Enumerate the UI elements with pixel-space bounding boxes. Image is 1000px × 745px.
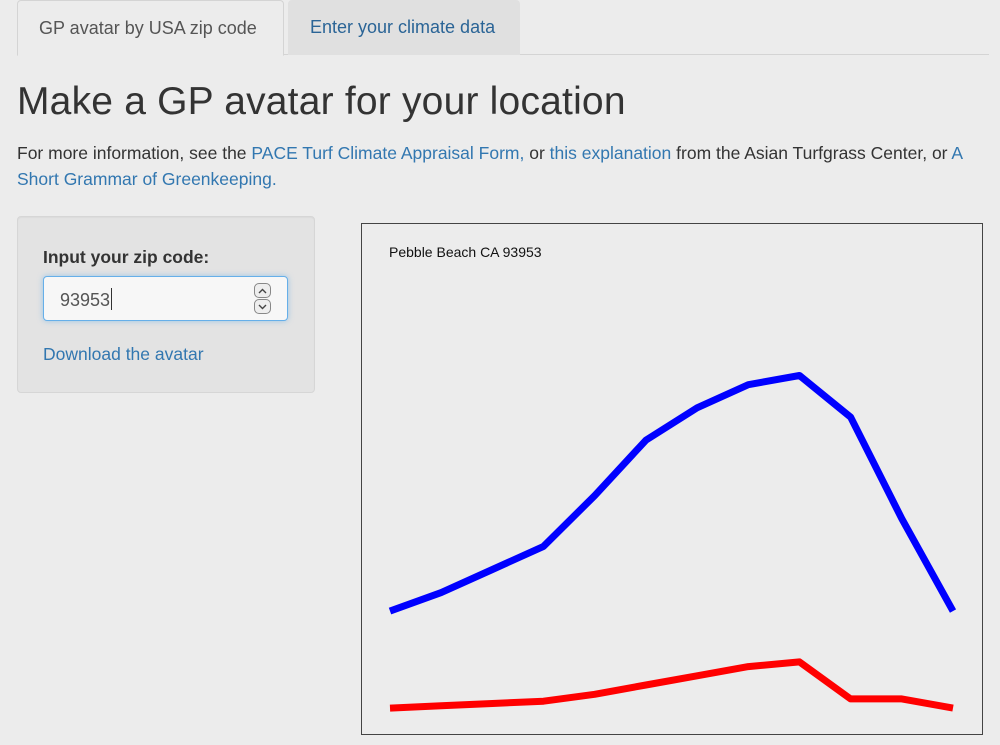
download-avatar-link[interactable]: Download the avatar	[43, 344, 204, 364]
chevron-up-icon	[258, 288, 267, 293]
info-paragraph: For more information, see the PACE Turf …	[17, 140, 992, 192]
info-text-mid1: or	[524, 143, 550, 163]
zip-input-value: 93953	[60, 288, 113, 310]
series-line-1	[389, 658, 954, 712]
info-text-mid2: from the Asian Turfgrass Center, or	[671, 143, 952, 163]
stepper-down-button[interactable]	[254, 299, 271, 314]
tab-enter-climate-data[interactable]: Enter your climate data	[288, 0, 520, 55]
zip-label: Input your zip code:	[43, 247, 210, 267]
link-short-grammar[interactable]: A Short Grammar of Greenkeeping.	[17, 143, 963, 189]
zip-input[interactable]: 93953	[43, 276, 288, 321]
text-caret	[111, 288, 113, 310]
link-explanation[interactable]: this explanation	[549, 143, 672, 163]
chevron-down-icon	[258, 304, 267, 309]
sidebar-panel: Input your zip code: 93953 Download the …	[17, 216, 315, 393]
zip-stepper[interactable]	[254, 283, 271, 314]
info-text-prefix: For more information, see the	[17, 143, 252, 163]
tab-gp-avatar-by-zip[interactable]: GP avatar by USA zip code	[17, 0, 284, 56]
stepper-up-button[interactable]	[254, 283, 271, 298]
series-line-0	[388, 372, 957, 615]
link-pace-form[interactable]: PACE Turf Climate Appraisal Form,	[251, 143, 525, 163]
plot-title: Pebble Beach CA 93953	[389, 244, 542, 260]
avatar-plot: Pebble Beach CA 93953	[361, 223, 983, 735]
page-title: Make a GP avatar for your location	[17, 80, 626, 123]
plot-svg	[388, 372, 957, 712]
tab-bar: GP avatar by USA zip code Enter your cli…	[17, 0, 989, 56]
